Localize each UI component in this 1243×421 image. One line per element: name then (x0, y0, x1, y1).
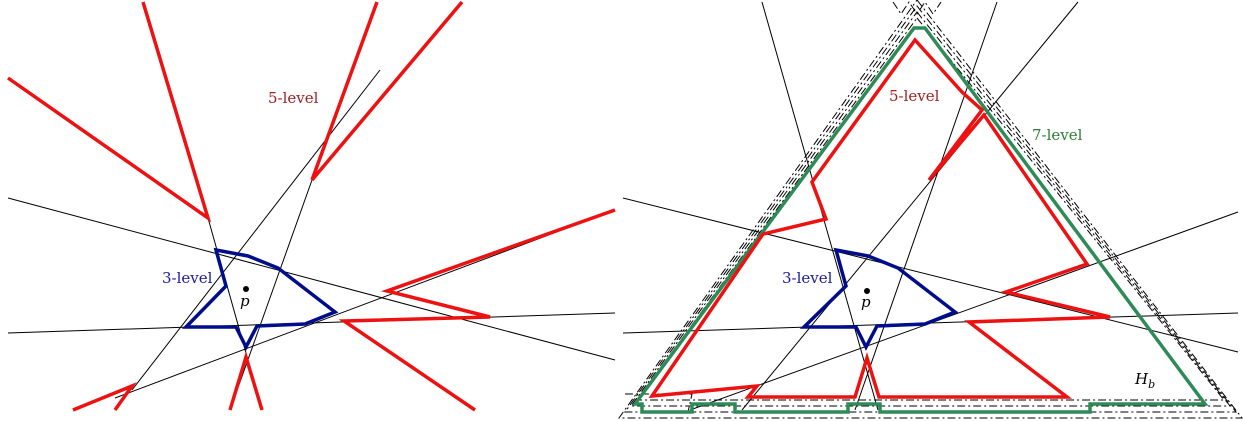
right-bounding-hb (618, 0, 1243, 419)
right-five-level (648, 37, 1111, 399)
left-line-f (229, 179, 313, 411)
left-five-level-arm-6 (72, 382, 137, 412)
right-line-a (622, 197, 1239, 353)
left-five-level-arm-5 (228, 350, 264, 411)
left-five-level-arm-2 (310, 1, 379, 181)
right-five-level-label: 5-level (889, 87, 940, 105)
right-point-p-label: p (861, 293, 871, 311)
left-three-level-label: 3-level (162, 269, 213, 287)
right-arrangement-lines (622, 1, 1239, 411)
left-five-level-arm-3 (310, 0, 464, 182)
left-line-c (131, 69, 381, 391)
right-line-c (741, 1, 1079, 411)
left-line-a (7, 197, 616, 361)
hb-top-zigzag (892, 1, 942, 15)
right-line-d (689, 211, 1239, 411)
right-seven-level (631, 26, 1209, 414)
hb-bottom-left-cut (625, 393, 693, 413)
right-seven-level-label: 7-level (1032, 126, 1083, 144)
left-five-level-arm-4 (338, 208, 616, 412)
right-bounding-label: Hb (1134, 370, 1155, 391)
left-point-p-label: p (240, 292, 250, 310)
hb-outline-2 (630, 11, 1232, 407)
right-panel: p 5-level 7-level 3-level Hb (618, 0, 1243, 419)
left-three-level (181, 247, 339, 351)
right-line-f (854, 1, 998, 411)
right-three-level (799, 247, 959, 351)
hb-outline-4 (618, 0, 1243, 419)
left-arrangement-lines (7, 69, 616, 411)
left-five-level-label: 5-level (268, 89, 319, 107)
left-panel: p 5-level 3-level (6, 0, 616, 412)
hb-outline-3 (636, 17, 1226, 401)
left-five-level-arm-1 (6, 1, 212, 223)
hb-outline-1 (624, 5, 1238, 413)
right-three-level-label: 3-level (782, 269, 833, 287)
left-five-level (6, 0, 616, 412)
left-point-p (243, 286, 249, 292)
right-point-p (864, 288, 870, 294)
